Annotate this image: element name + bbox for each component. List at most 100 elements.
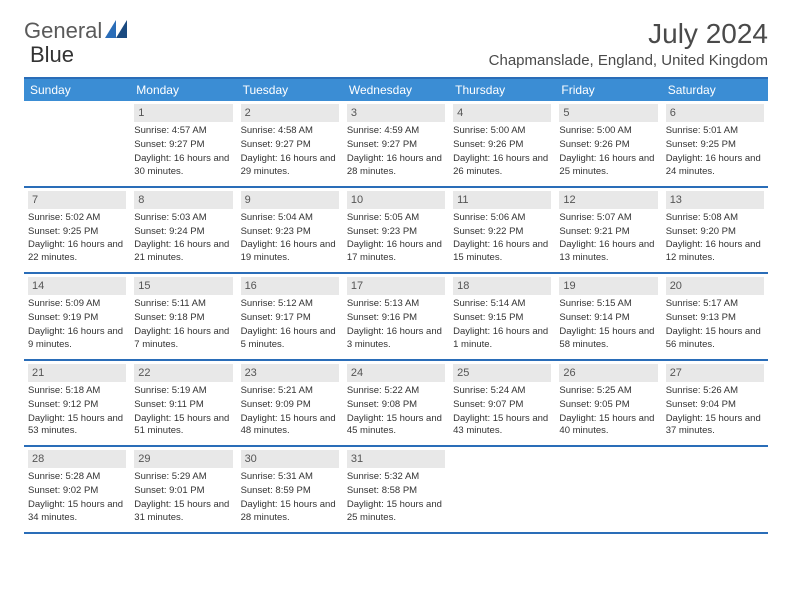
day-number: 20 xyxy=(666,277,764,295)
daylight: Daylight: 16 hours and 7 minutes. xyxy=(134,326,232,352)
day-cell: 19Sunrise: 5:15 AMSunset: 9:14 PMDayligh… xyxy=(555,274,661,359)
sunset: Sunset: 9:12 PM xyxy=(28,399,126,412)
day-number: 18 xyxy=(453,277,551,295)
day-info: Sunrise: 5:14 AMSunset: 9:15 PMDaylight:… xyxy=(453,298,551,351)
sunrise: Sunrise: 5:02 AM xyxy=(28,212,126,225)
sunset: Sunset: 9:04 PM xyxy=(666,399,764,412)
day-header: Friday xyxy=(555,79,661,101)
sunset: Sunset: 9:11 PM xyxy=(134,399,232,412)
day-cell: 2 Sunrise: 4:58 AMSunset: 9:27 PMDaylight… xyxy=(237,101,343,186)
day-cell: 24Sunrise: 5:22 AMSunset: 9:08 PMDayligh… xyxy=(343,361,449,446)
day-cell: 20 Sunrise: 5:17 AMSunset: 9:13 PMDayligh… xyxy=(662,274,768,359)
day-number: 21 xyxy=(28,364,126,382)
day-number: 27 xyxy=(666,364,764,382)
day-info: Sunrise: 5:28 AMSunset: 9:02 PMDaylight:… xyxy=(28,471,126,524)
sunset: Sunset: 9:25 PM xyxy=(666,139,764,152)
day-info: Sunrise: 5:08 AMSunset: 9:20 PMDaylight:… xyxy=(666,212,764,265)
sunrise: Sunrise: 5:12 AM xyxy=(241,298,339,311)
day-cell: 17Sunrise: 5:13 AMSunset: 9:16 PMDayligh… xyxy=(343,274,449,359)
sunset: Sunset: 9:24 PM xyxy=(134,226,232,239)
day-cell: 27 Sunrise: 5:26 AMSunset: 9:04 PMDayligh… xyxy=(662,361,768,446)
day-cell: 21Sunrise: 5:18 AMSunset: 9:12 PMDayligh… xyxy=(24,361,130,446)
day-info: Sunrise: 5:31 AMSunset: 8:59 PMDaylight:… xyxy=(241,471,339,524)
sunset: Sunset: 8:59 PM xyxy=(241,485,339,498)
day-header: Sunday xyxy=(24,79,130,101)
day-number: 4 xyxy=(453,104,551,122)
daylight: Daylight: 16 hours and 9 minutes. xyxy=(28,326,126,352)
day-number: 30 xyxy=(241,450,339,468)
sunset: Sunset: 9:09 PM xyxy=(241,399,339,412)
daylight: Daylight: 16 hours and 17 minutes. xyxy=(347,239,445,265)
day-info: Sunrise: 5:21 AMSunset: 9:09 PMDaylight:… xyxy=(241,385,339,438)
day-info: Sunrise: 5:12 AMSunset: 9:17 PMDaylight:… xyxy=(241,298,339,351)
sunrise: Sunrise: 5:14 AM xyxy=(453,298,551,311)
day-cell: 10Sunrise: 5:05 AMSunset: 9:23 PMDayligh… xyxy=(343,188,449,273)
sunrise: Sunrise: 5:06 AM xyxy=(453,212,551,225)
daylight: Daylight: 16 hours and 22 minutes. xyxy=(28,239,126,265)
day-cell xyxy=(662,447,768,532)
day-number: 15 xyxy=(134,277,232,295)
day-number: 22 xyxy=(134,364,232,382)
day-info: Sunrise: 5:02 AMSunset: 9:25 PMDaylight:… xyxy=(28,212,126,265)
sunrise: Sunrise: 5:29 AM xyxy=(134,471,232,484)
day-info: Sunrise: 5:04 AMSunset: 9:23 PMDaylight:… xyxy=(241,212,339,265)
month-title: July 2024 xyxy=(489,18,768,50)
daylight: Daylight: 15 hours and 56 minutes. xyxy=(666,326,764,352)
sunset: Sunset: 9:27 PM xyxy=(134,139,232,152)
day-info: Sunrise: 5:03 AMSunset: 9:24 PMDaylight:… xyxy=(134,212,232,265)
day-info: Sunrise: 5:32 AMSunset: 8:58 PMDaylight:… xyxy=(347,471,445,524)
day-number: 28 xyxy=(28,450,126,468)
daylight: Daylight: 15 hours and 31 minutes. xyxy=(134,499,232,525)
day-number: 6 xyxy=(666,104,764,122)
daylight: Daylight: 16 hours and 24 minutes. xyxy=(666,153,764,179)
day-info: Sunrise: 5:09 AMSunset: 9:19 PMDaylight:… xyxy=(28,298,126,351)
day-info: Sunrise: 5:19 AMSunset: 9:11 PMDaylight:… xyxy=(134,385,232,438)
day-number: 31 xyxy=(347,450,445,468)
logo-text-part1: General xyxy=(24,18,102,44)
day-info: Sunrise: 5:01 AMSunset: 9:25 PMDaylight:… xyxy=(666,125,764,178)
sunrise: Sunrise: 5:18 AM xyxy=(28,385,126,398)
day-number: 16 xyxy=(241,277,339,295)
sunrise: Sunrise: 5:00 AM xyxy=(559,125,657,138)
sunset: Sunset: 8:58 PM xyxy=(347,485,445,498)
daylight: Daylight: 16 hours and 25 minutes. xyxy=(559,153,657,179)
day-number: 13 xyxy=(666,191,764,209)
daylight: Daylight: 16 hours and 29 minutes. xyxy=(241,153,339,179)
sunrise: Sunrise: 5:21 AM xyxy=(241,385,339,398)
sunset: Sunset: 9:26 PM xyxy=(559,139,657,152)
day-header: Saturday xyxy=(662,79,768,101)
day-header: Monday xyxy=(130,79,236,101)
daylight: Daylight: 15 hours and 25 minutes. xyxy=(347,499,445,525)
day-info: Sunrise: 5:00 AMSunset: 9:26 PMDaylight:… xyxy=(453,125,551,178)
day-number: 17 xyxy=(347,277,445,295)
week-row: 1Sunrise: 4:57 AMSunset: 9:27 PMDaylight… xyxy=(24,101,768,188)
sunset: Sunset: 9:21 PM xyxy=(559,226,657,239)
sunrise: Sunrise: 5:17 AM xyxy=(666,298,764,311)
day-info: Sunrise: 5:15 AMSunset: 9:14 PMDaylight:… xyxy=(559,298,657,351)
day-number: 8 xyxy=(134,191,232,209)
day-header-row: SundayMondayTuesdayWednesdayThursdayFrid… xyxy=(24,79,768,101)
day-number: 11 xyxy=(453,191,551,209)
sunrise: Sunrise: 4:58 AM xyxy=(241,125,339,138)
day-number: 14 xyxy=(28,277,126,295)
day-info: Sunrise: 4:58 AMSunset: 9:27 PMDaylight:… xyxy=(241,125,339,178)
day-info: Sunrise: 5:22 AMSunset: 9:08 PMDaylight:… xyxy=(347,385,445,438)
day-cell: 9 Sunrise: 5:04 AMSunset: 9:23 PMDaylight… xyxy=(237,188,343,273)
daylight: Daylight: 16 hours and 3 minutes. xyxy=(347,326,445,352)
sunrise: Sunrise: 5:22 AM xyxy=(347,385,445,398)
day-cell: 25Sunrise: 5:24 AMSunset: 9:07 PMDayligh… xyxy=(449,361,555,446)
sunset: Sunset: 9:13 PM xyxy=(666,312,764,325)
sunset: Sunset: 9:22 PM xyxy=(453,226,551,239)
day-number: 2 xyxy=(241,104,339,122)
sunrise: Sunrise: 5:26 AM xyxy=(666,385,764,398)
day-number: 26 xyxy=(559,364,657,382)
day-number: 9 xyxy=(241,191,339,209)
day-info: Sunrise: 5:26 AMSunset: 9:04 PMDaylight:… xyxy=(666,385,764,438)
day-info: Sunrise: 5:00 AMSunset: 9:26 PMDaylight:… xyxy=(559,125,657,178)
sunset: Sunset: 9:15 PM xyxy=(453,312,551,325)
logo-text-part2: Blue xyxy=(30,42,74,68)
day-number: 29 xyxy=(134,450,232,468)
sunset: Sunset: 9:02 PM xyxy=(28,485,126,498)
day-cell: 16 Sunrise: 5:12 AMSunset: 9:17 PMDayligh… xyxy=(237,274,343,359)
day-info: Sunrise: 5:05 AMSunset: 9:23 PMDaylight:… xyxy=(347,212,445,265)
